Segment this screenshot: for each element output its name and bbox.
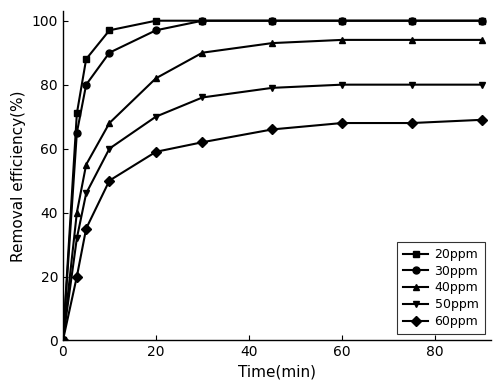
20ppm (83, 57, 89, 61)
40ppm (408, 38, 414, 42)
30ppm (477, 18, 483, 23)
60ppm (477, 117, 483, 122)
50ppm (199, 95, 205, 100)
Line: 60ppm: 60ppm (59, 117, 484, 344)
50ppm (106, 146, 112, 151)
20ppm (60, 338, 66, 343)
60ppm (153, 149, 159, 154)
50ppm (153, 114, 159, 119)
Y-axis label: Removal efficiency(%): Removal efficiency(%) (11, 90, 26, 262)
20ppm (338, 18, 344, 23)
Line: 20ppm: 20ppm (59, 17, 484, 344)
30ppm (60, 338, 66, 343)
60ppm (60, 338, 66, 343)
60ppm (74, 274, 80, 279)
50ppm (338, 83, 344, 87)
50ppm (74, 236, 80, 240)
60ppm (106, 178, 112, 183)
30ppm (83, 83, 89, 87)
40ppm (153, 76, 159, 81)
30ppm (269, 18, 275, 23)
40ppm (74, 210, 80, 215)
40ppm (83, 162, 89, 167)
Line: 40ppm: 40ppm (59, 36, 484, 344)
20ppm (153, 18, 159, 23)
50ppm (408, 83, 414, 87)
40ppm (338, 38, 344, 42)
30ppm (74, 130, 80, 135)
20ppm (106, 28, 112, 32)
40ppm (477, 38, 483, 42)
60ppm (269, 127, 275, 132)
20ppm (74, 111, 80, 116)
Line: 50ppm: 50ppm (59, 81, 484, 344)
40ppm (60, 338, 66, 343)
X-axis label: Time(min): Time(min) (237, 365, 315, 380)
30ppm (199, 18, 205, 23)
20ppm (408, 18, 414, 23)
50ppm (83, 191, 89, 196)
60ppm (338, 121, 344, 126)
20ppm (269, 18, 275, 23)
20ppm (199, 18, 205, 23)
Legend: 20ppm, 30ppm, 40ppm, 50ppm, 60ppm: 20ppm, 30ppm, 40ppm, 50ppm, 60ppm (396, 242, 483, 334)
20ppm (477, 18, 483, 23)
40ppm (269, 41, 275, 45)
Line: 30ppm: 30ppm (59, 17, 484, 344)
60ppm (408, 121, 414, 126)
30ppm (153, 28, 159, 32)
40ppm (106, 121, 112, 126)
30ppm (338, 18, 344, 23)
50ppm (269, 86, 275, 90)
50ppm (477, 83, 483, 87)
30ppm (106, 50, 112, 55)
60ppm (199, 140, 205, 145)
50ppm (60, 338, 66, 343)
40ppm (199, 50, 205, 55)
30ppm (408, 18, 414, 23)
60ppm (83, 226, 89, 231)
